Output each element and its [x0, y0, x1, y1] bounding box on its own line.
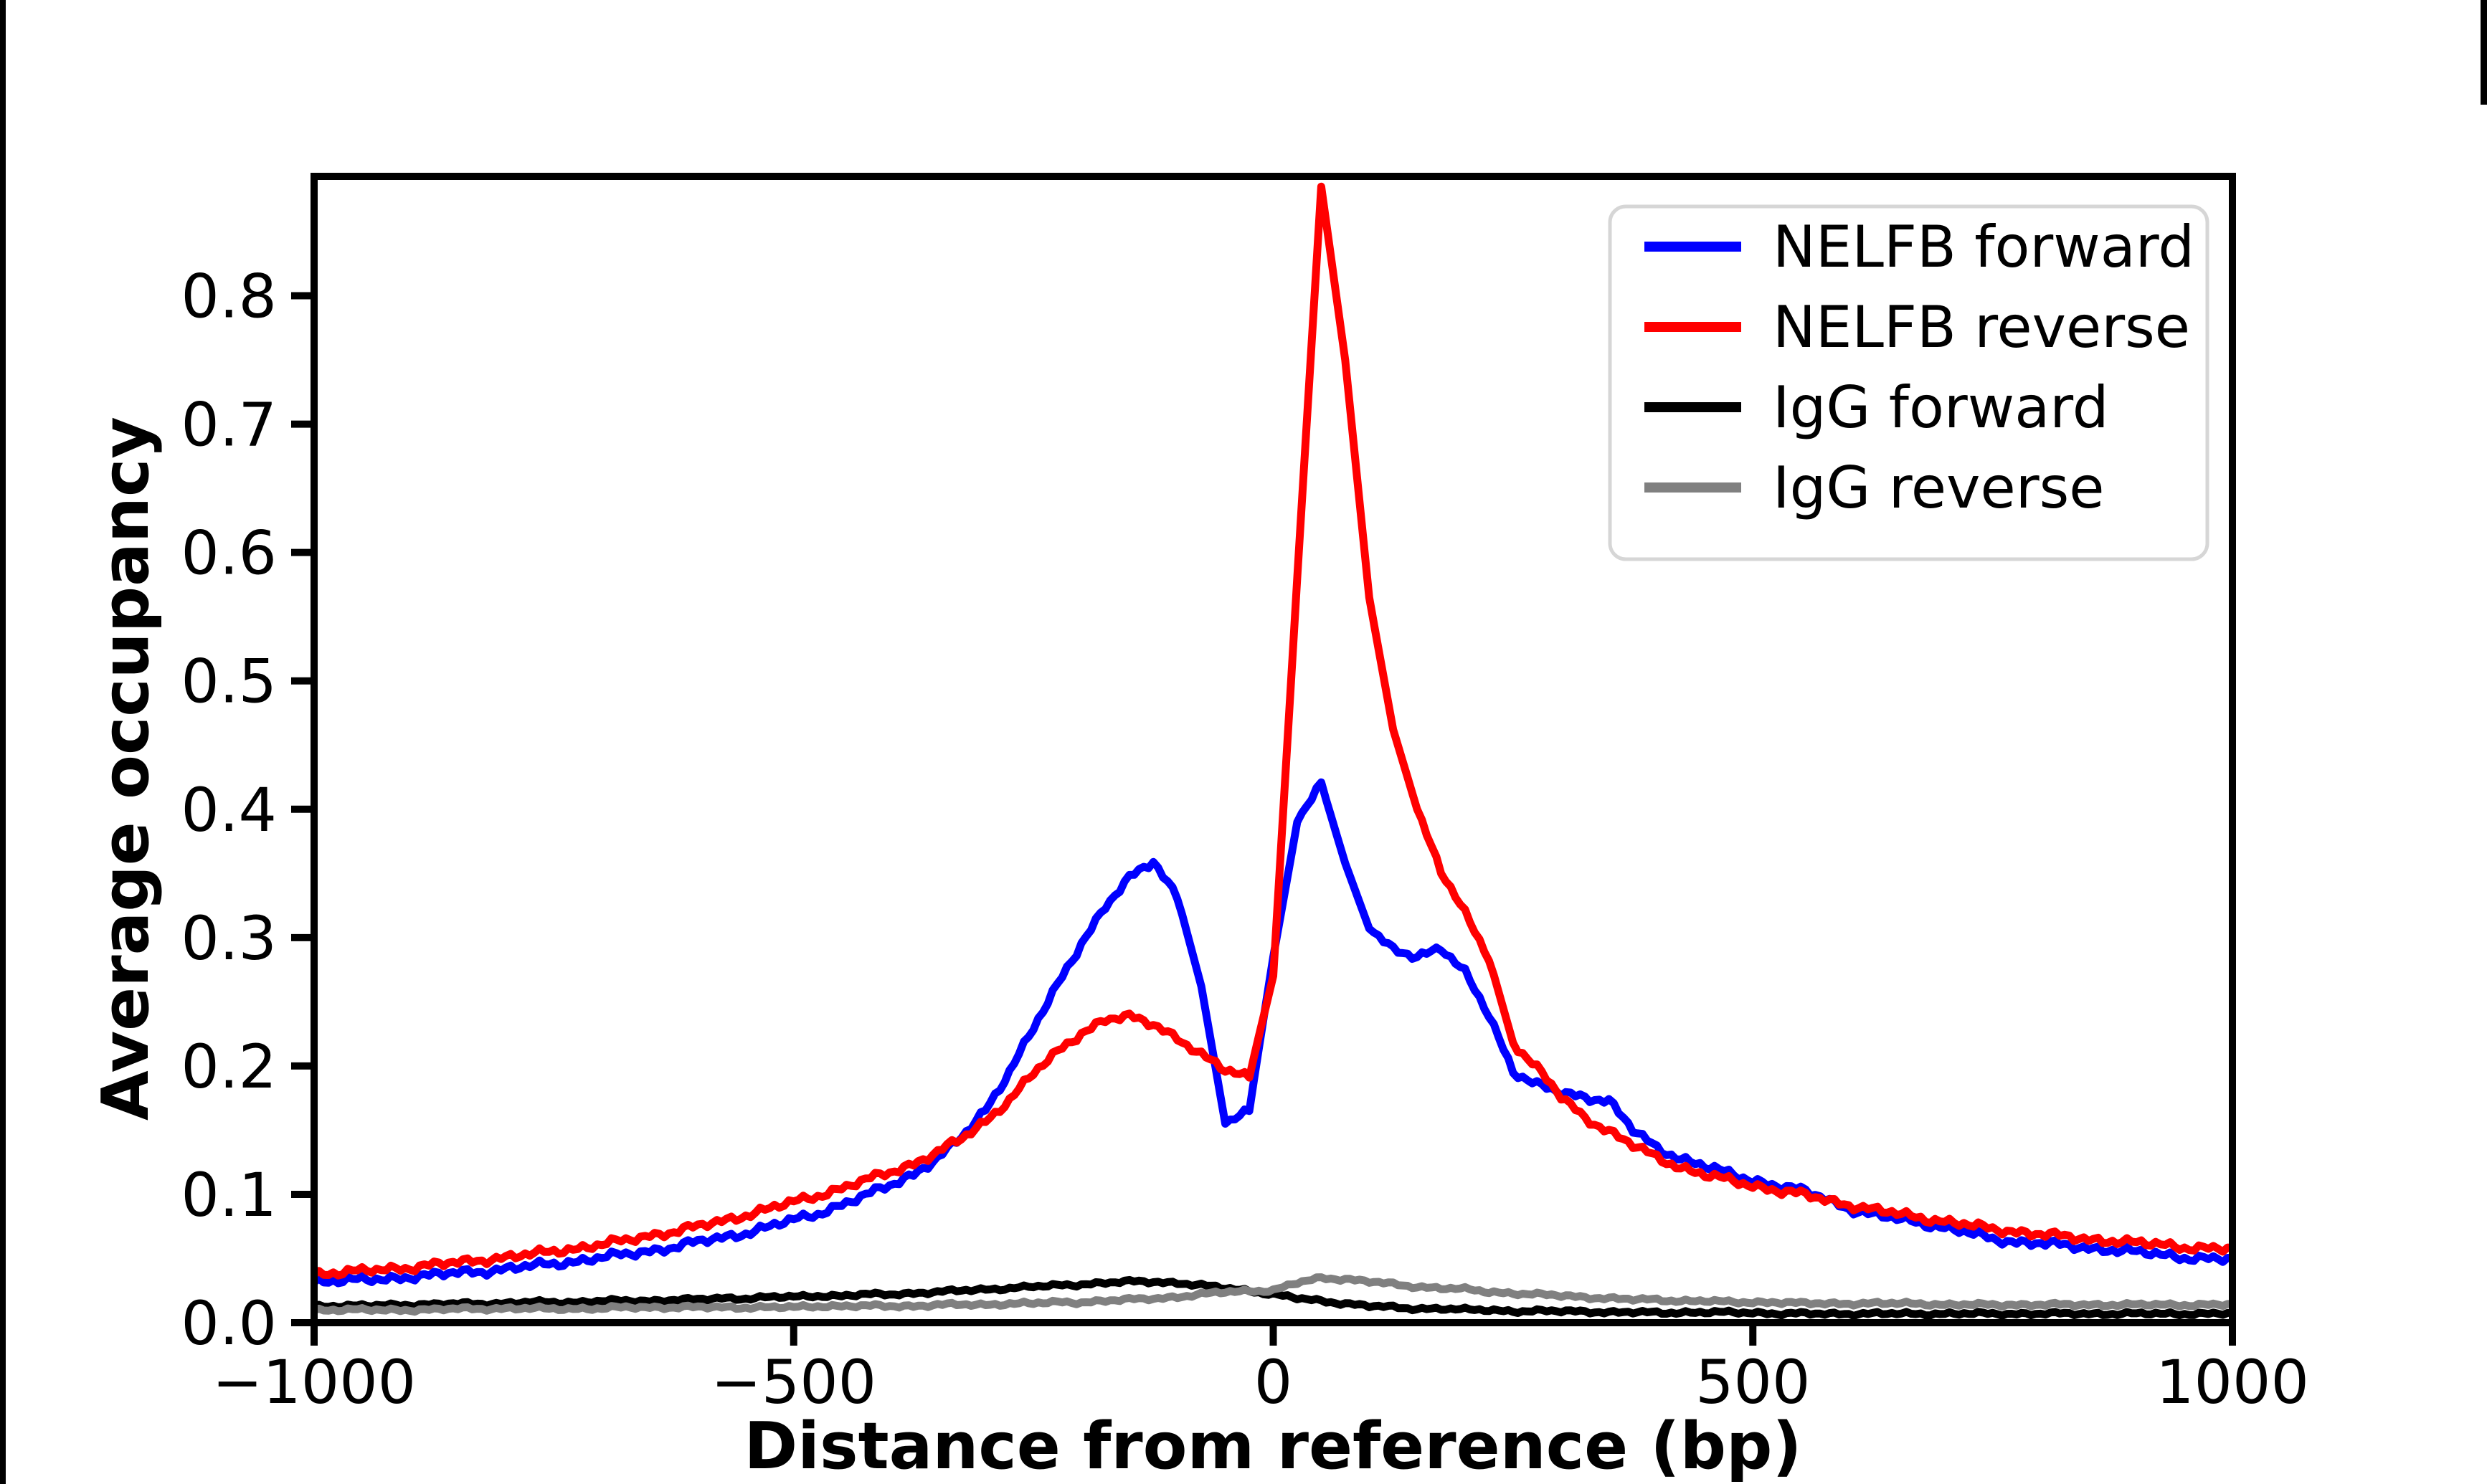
y-tick-label: 0.5: [181, 647, 277, 717]
legend-label-nelfb-reverse: NELFB reverse: [1773, 294, 2190, 361]
y-tick-label: 0.6: [181, 518, 277, 589]
x-axis-ticks: −1000 −500 0 500 1000: [212, 1323, 2309, 1417]
x-tick-label: 1000: [2156, 1347, 2309, 1417]
series-line-nelfb-reverse: [314, 182, 2232, 1280]
right-edge-bar: [2481, 0, 2487, 105]
series-line-igg-reverse: [314, 1273, 2232, 1316]
legend-label-igg-reverse: IgG reverse: [1773, 455, 2105, 521]
left-edge-bar: [0, 0, 6, 1484]
x-tick-label: 0: [1254, 1347, 1292, 1417]
y-tick-label: 0.2: [181, 1032, 277, 1102]
legend-label-nelfb-forward: NELFB forward: [1773, 214, 2194, 280]
y-tick-label: 0.8: [181, 262, 277, 332]
x-tick-label: 500: [1695, 1347, 1810, 1417]
y-tick-label: 0.1: [181, 1160, 277, 1230]
x-axis-label: Distance from reference (bp): [744, 1409, 1801, 1484]
y-tick-label: 0.7: [181, 390, 277, 460]
x-tick-label: −1000: [212, 1347, 416, 1417]
plot-curves: [314, 182, 2232, 1320]
y-tick-label: 0.0: [181, 1288, 277, 1359]
y-axis-label: Average occupancy: [88, 417, 164, 1121]
x-tick-label: −500: [711, 1347, 876, 1417]
y-tick-label: 0.4: [181, 775, 277, 845]
legend-box: [1608, 204, 2209, 561]
legend: NELFB forward NELFB reverse IgG forward …: [1608, 204, 2209, 561]
y-axis-ticks: 0.0 0.1 0.2 0.3 0.4 0.5 0.6 0.7 0.8: [181, 262, 314, 1359]
legend-label-igg-forward: IgG forward: [1773, 374, 2109, 441]
y-tick-label: 0.3: [181, 903, 277, 974]
